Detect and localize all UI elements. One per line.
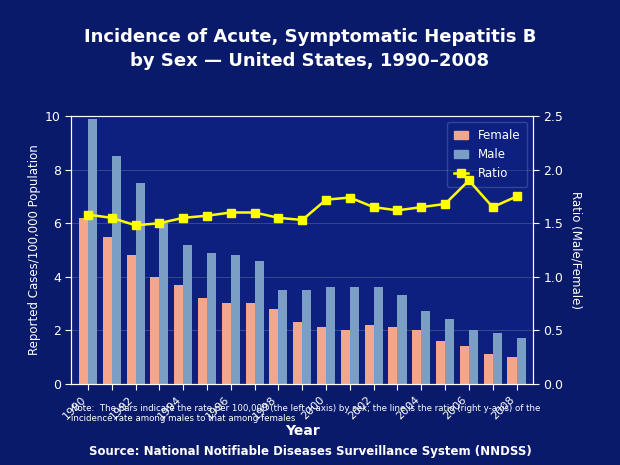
Bar [374, 287, 383, 384]
Text: Note:  The bars indicate the rate per 100,000 (the left y-axis) by sex; the line: Note: The bars indicate the rate per 100… [71, 404, 541, 423]
Y-axis label: Reported Cases/100,000 Population: Reported Cases/100,000 Population [28, 145, 41, 355]
Legend: Female, Male, Ratio: Female, Male, Ratio [447, 122, 527, 187]
Bar [159, 223, 169, 384]
Bar [412, 330, 422, 384]
Bar [278, 290, 288, 384]
Bar [508, 357, 516, 384]
Text: Source: National Notifiable Diseases Surveillance System (NNDSS): Source: National Notifiable Diseases Sur… [89, 445, 531, 458]
Bar [222, 304, 231, 384]
Bar [207, 252, 216, 384]
Bar [174, 285, 183, 384]
Bar [397, 295, 407, 384]
Bar [460, 346, 469, 384]
X-axis label: Year: Year [285, 424, 320, 438]
Bar [445, 319, 454, 384]
Bar [112, 156, 121, 384]
Bar [317, 327, 326, 384]
Text: Incidence of Acute, Symptomatic Hepatitis B
by Sex — United States, 1990–2008: Incidence of Acute, Symptomatic Hepatiti… [84, 28, 536, 70]
Bar [183, 245, 192, 384]
Bar [493, 333, 502, 384]
Bar [270, 309, 278, 384]
Bar [422, 312, 430, 384]
Bar [246, 304, 255, 384]
Bar [103, 237, 112, 384]
Bar [88, 119, 97, 384]
Bar [326, 287, 335, 384]
Bar [231, 255, 240, 384]
Bar [389, 327, 397, 384]
Bar [365, 325, 374, 384]
Bar [516, 338, 526, 384]
Bar [469, 330, 478, 384]
Bar [303, 290, 311, 384]
Bar [293, 322, 303, 384]
Bar [126, 255, 136, 384]
Bar [341, 330, 350, 384]
Bar [350, 287, 359, 384]
Y-axis label: Ratio (Male/Female): Ratio (Male/Female) [569, 191, 582, 309]
Bar [150, 277, 159, 384]
Bar [79, 218, 88, 384]
Bar [255, 261, 264, 384]
Bar [198, 298, 207, 384]
Bar [136, 183, 144, 384]
Bar [484, 354, 493, 384]
Bar [436, 341, 445, 384]
